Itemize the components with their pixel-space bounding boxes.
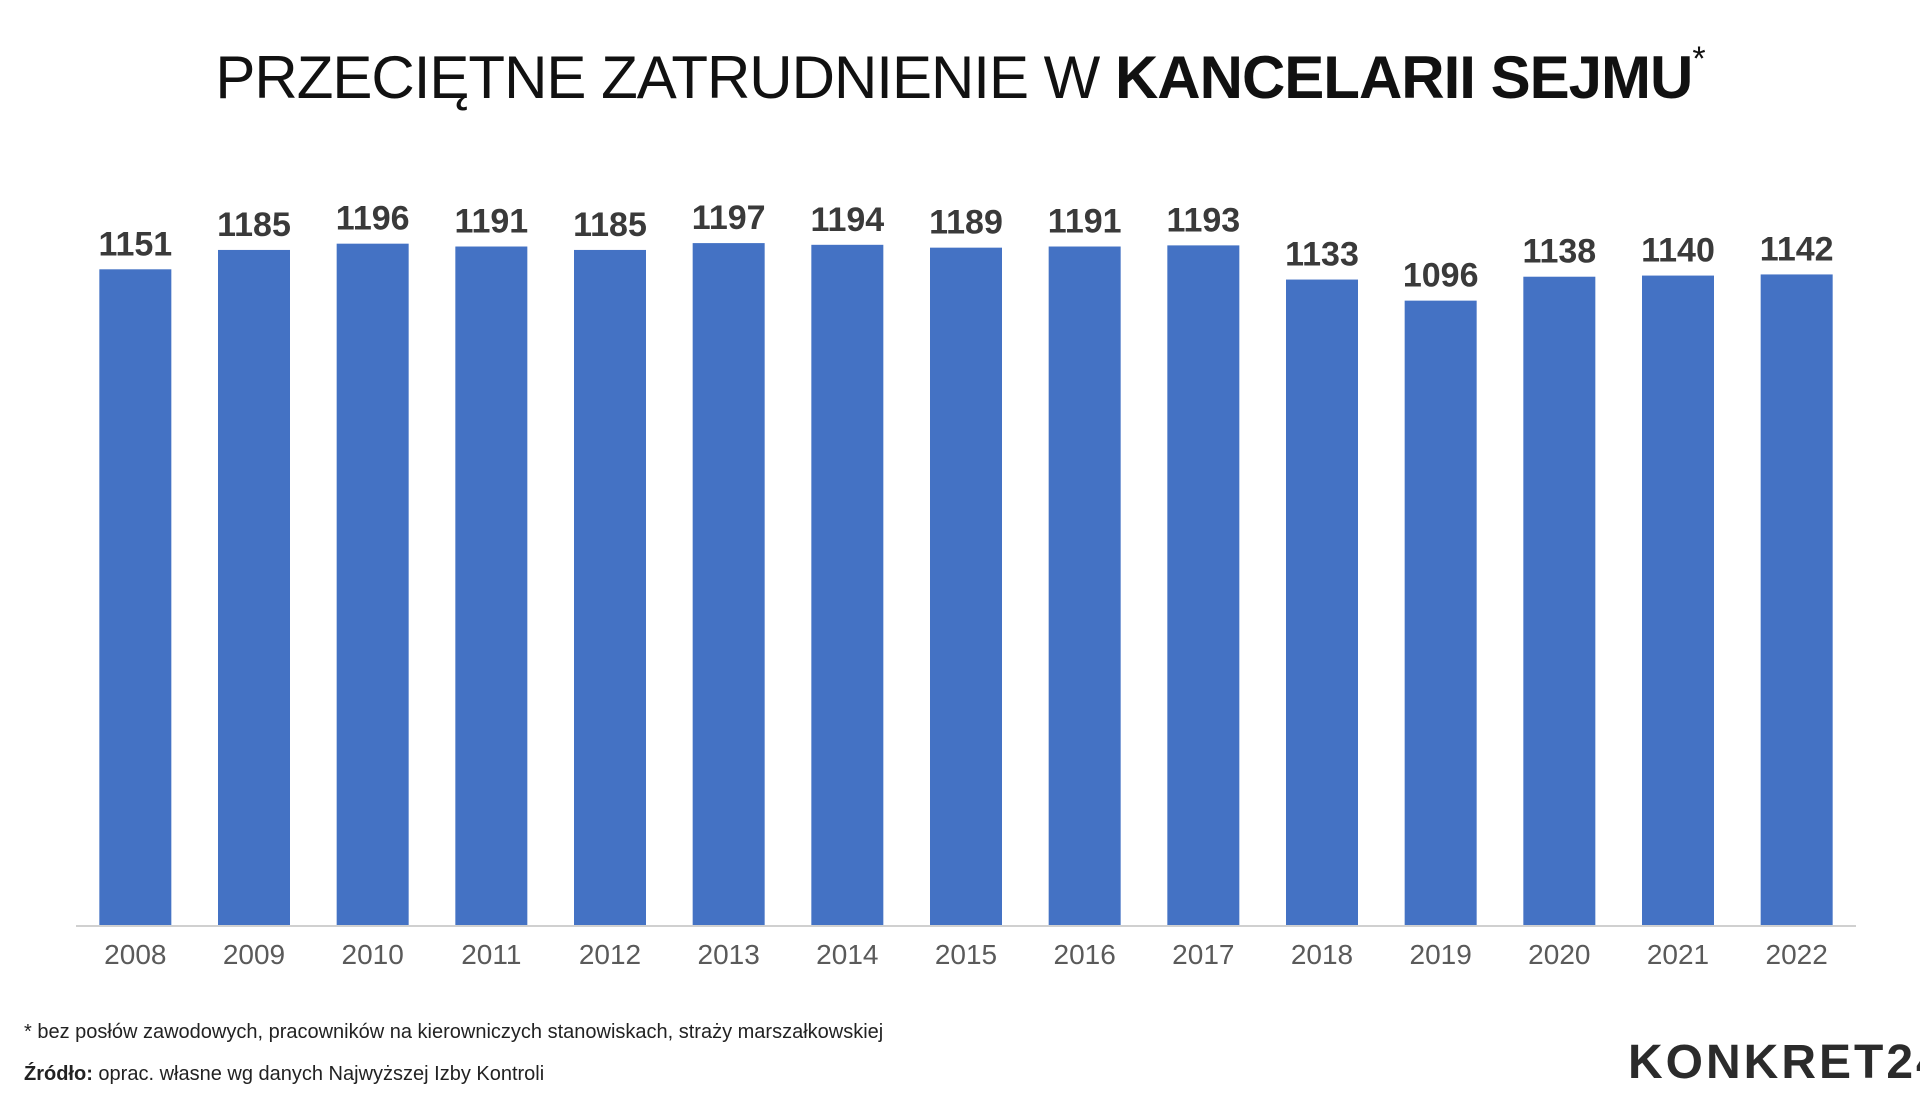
- x-tick-label-2012: 2012: [579, 939, 641, 970]
- value-label-2014: 1194: [810, 201, 884, 239]
- chart-title-asterisk: *: [1692, 40, 1705, 78]
- value-label-2018: 1133: [1285, 236, 1359, 274]
- bar-2010: [336, 243, 409, 926]
- footnote-asterisk: * bez posłów zawodowych, pracowników na …: [24, 1021, 884, 1043]
- bar-2013: [692, 243, 765, 925]
- x-tick-label-2013: 2013: [698, 939, 760, 970]
- value-label-2022: 1142: [1760, 230, 1834, 268]
- bar-2014: [811, 244, 884, 926]
- bar-2012: [574, 249, 646, 925]
- source-text: oprac. własne wg danych Najwyższej Izby …: [92, 1063, 545, 1085]
- chart-title-light: PRZECIĘTNE ZATRUDNIENIE W: [215, 44, 1115, 111]
- x-tick-label-2015: 2015: [935, 939, 997, 970]
- value-label-2016: 1191: [1048, 203, 1122, 241]
- x-tick-label-2022: 2022: [1766, 939, 1828, 970]
- chart-title-bold: KANCELARII SEJMU: [1114, 44, 1693, 111]
- bar-2008: [99, 269, 172, 925]
- x-tick-label-2008: 2008: [104, 939, 166, 970]
- bar-2015: [930, 247, 1002, 925]
- bar-2022: [1760, 274, 1833, 925]
- value-label-2012: 1185: [573, 206, 647, 244]
- konkret24-logo: KONKRET24: [1628, 1036, 1920, 1089]
- bar-2018: [1286, 279, 1358, 925]
- x-tick-label-2014: 2014: [816, 939, 878, 970]
- bar-2021: [1642, 275, 1714, 926]
- bar-2016: [1048, 246, 1121, 925]
- bar-2017: [1167, 245, 1240, 925]
- value-label-2013: 1197: [692, 199, 766, 237]
- x-tick-label-2010: 2010: [342, 939, 404, 970]
- x-tick-label-group: 2008 2009 2010 2011 2012 2013 2014 2015 2016 2017…: [104, 939, 1828, 970]
- x-tick-label-2011: 2011: [461, 939, 521, 970]
- x-tick-label-2020: 2020: [1528, 939, 1590, 970]
- value-label-2017: 1193: [1166, 201, 1240, 239]
- value-label-group: 1151 1185 1196 1191 1185 1197 1194 1189 1191 1193…: [98, 199, 1833, 295]
- x-tick-label-2009: 2009: [223, 939, 285, 970]
- bar-2019: [1404, 300, 1477, 925]
- source-line: Źródło: oprac. własne wg danych Najwyższ…: [24, 1063, 544, 1086]
- bar-2009: [218, 249, 290, 925]
- x-tick-label-2019: 2019: [1410, 939, 1472, 970]
- bar-group: [99, 243, 1833, 926]
- value-label-2008: 1151: [98, 225, 172, 263]
- bar-2011: [455, 246, 528, 925]
- x-tick-label-2016: 2016: [1054, 939, 1116, 970]
- bar-2020: [1523, 276, 1596, 925]
- x-tick-label-2017: 2017: [1172, 939, 1234, 970]
- value-label-2015: 1189: [929, 204, 1003, 242]
- value-label-2020: 1138: [1522, 233, 1596, 271]
- chart-title: PRZECIĘTNE ZATRUDNIENIE W KANCELARII SEJ…: [0, 40, 1920, 112]
- value-label-2010: 1196: [336, 200, 410, 238]
- value-label-2021: 1140: [1641, 232, 1715, 270]
- source-label: Źródło:: [24, 1063, 93, 1085]
- value-label-2009: 1185: [217, 206, 291, 244]
- value-label-2011: 1191: [454, 203, 528, 241]
- value-label-2019: 1096: [1403, 257, 1479, 295]
- x-tick-label-2018: 2018: [1291, 939, 1353, 970]
- x-tick-label-2021: 2021: [1647, 939, 1709, 970]
